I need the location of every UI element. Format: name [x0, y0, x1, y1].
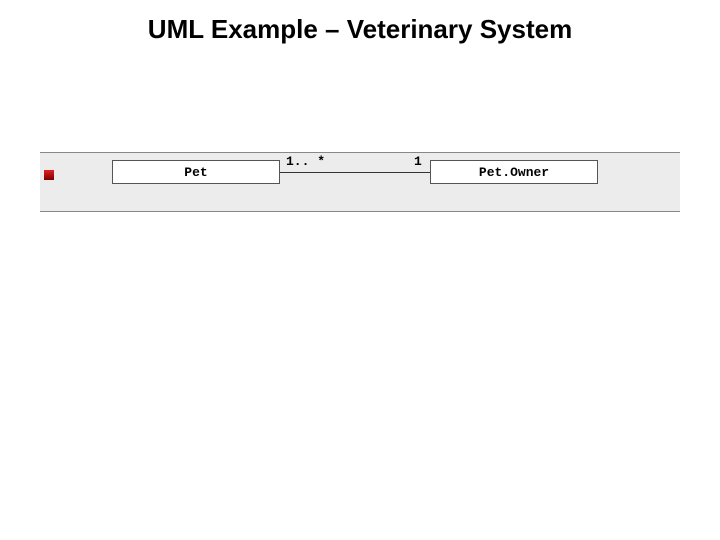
uml-multiplicity-right: 1	[414, 154, 422, 169]
bullet-icon	[44, 170, 54, 180]
uml-class-pet-label: Pet	[184, 165, 207, 180]
uml-multiplicity-left: 1.. *	[286, 154, 325, 169]
uml-class-pet: Pet	[112, 160, 280, 184]
uml-class-petowner: Pet.Owner	[430, 160, 598, 184]
slide-title: UML Example – Veterinary System	[0, 14, 720, 45]
uml-class-petowner-label: Pet.Owner	[479, 165, 549, 180]
uml-association-line	[280, 172, 430, 173]
